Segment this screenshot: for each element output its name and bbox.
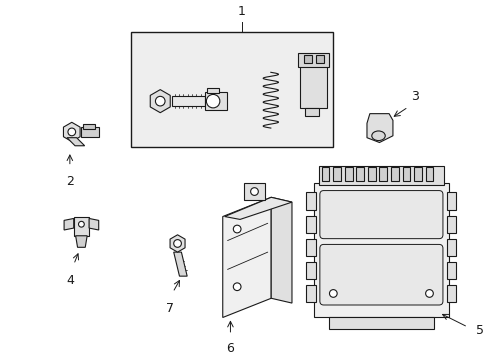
Circle shape — [206, 94, 220, 108]
Circle shape — [79, 221, 84, 227]
Bar — [446, 239, 455, 256]
Bar — [306, 193, 315, 210]
Polygon shape — [223, 197, 271, 318]
Bar — [83, 124, 95, 129]
Bar — [328, 318, 433, 329]
Text: 4: 4 — [66, 274, 74, 287]
FancyBboxPatch shape — [319, 190, 442, 239]
Circle shape — [233, 283, 241, 291]
Bar — [131, 32, 333, 147]
Polygon shape — [76, 236, 87, 247]
Bar — [318, 166, 443, 185]
Bar — [74, 216, 89, 236]
Polygon shape — [170, 235, 184, 252]
Bar — [413, 167, 421, 181]
Bar — [333, 167, 340, 181]
Bar — [315, 55, 323, 63]
Bar — [306, 285, 315, 302]
Bar — [367, 167, 375, 181]
Circle shape — [425, 289, 432, 297]
Bar — [306, 216, 315, 233]
Bar — [205, 93, 226, 110]
Bar — [299, 64, 326, 108]
Circle shape — [233, 225, 241, 233]
Bar — [446, 193, 455, 210]
Text: 2: 2 — [66, 175, 74, 188]
Bar — [402, 167, 409, 181]
Polygon shape — [150, 90, 170, 113]
Polygon shape — [271, 197, 291, 303]
Bar — [446, 216, 455, 233]
Bar — [321, 167, 329, 181]
Bar — [390, 167, 398, 181]
Text: 6: 6 — [226, 342, 234, 355]
Text: 3: 3 — [410, 90, 418, 103]
Circle shape — [329, 289, 337, 297]
Text: 1: 1 — [238, 5, 245, 18]
Bar — [306, 262, 315, 279]
Bar — [344, 167, 352, 181]
Polygon shape — [63, 122, 80, 141]
Bar — [356, 167, 364, 181]
Text: 7: 7 — [165, 302, 174, 315]
Ellipse shape — [371, 131, 385, 140]
Bar — [446, 262, 455, 279]
Text: 5: 5 — [475, 324, 483, 337]
Circle shape — [155, 96, 165, 106]
Circle shape — [250, 188, 258, 195]
Polygon shape — [366, 114, 392, 143]
Bar — [305, 108, 318, 116]
Bar — [244, 183, 264, 200]
Bar — [446, 285, 455, 302]
Polygon shape — [89, 219, 99, 230]
Bar — [379, 167, 386, 181]
Bar — [304, 55, 311, 63]
Circle shape — [173, 240, 181, 247]
Bar — [207, 88, 219, 94]
Polygon shape — [64, 219, 74, 230]
Bar — [425, 167, 432, 181]
Bar — [306, 239, 315, 256]
Polygon shape — [224, 197, 291, 220]
Polygon shape — [67, 138, 84, 146]
FancyBboxPatch shape — [319, 244, 442, 305]
Polygon shape — [173, 252, 187, 276]
Bar — [171, 96, 205, 106]
Circle shape — [68, 128, 76, 136]
Bar — [297, 53, 328, 67]
Bar — [313, 183, 448, 318]
Bar — [81, 127, 99, 137]
